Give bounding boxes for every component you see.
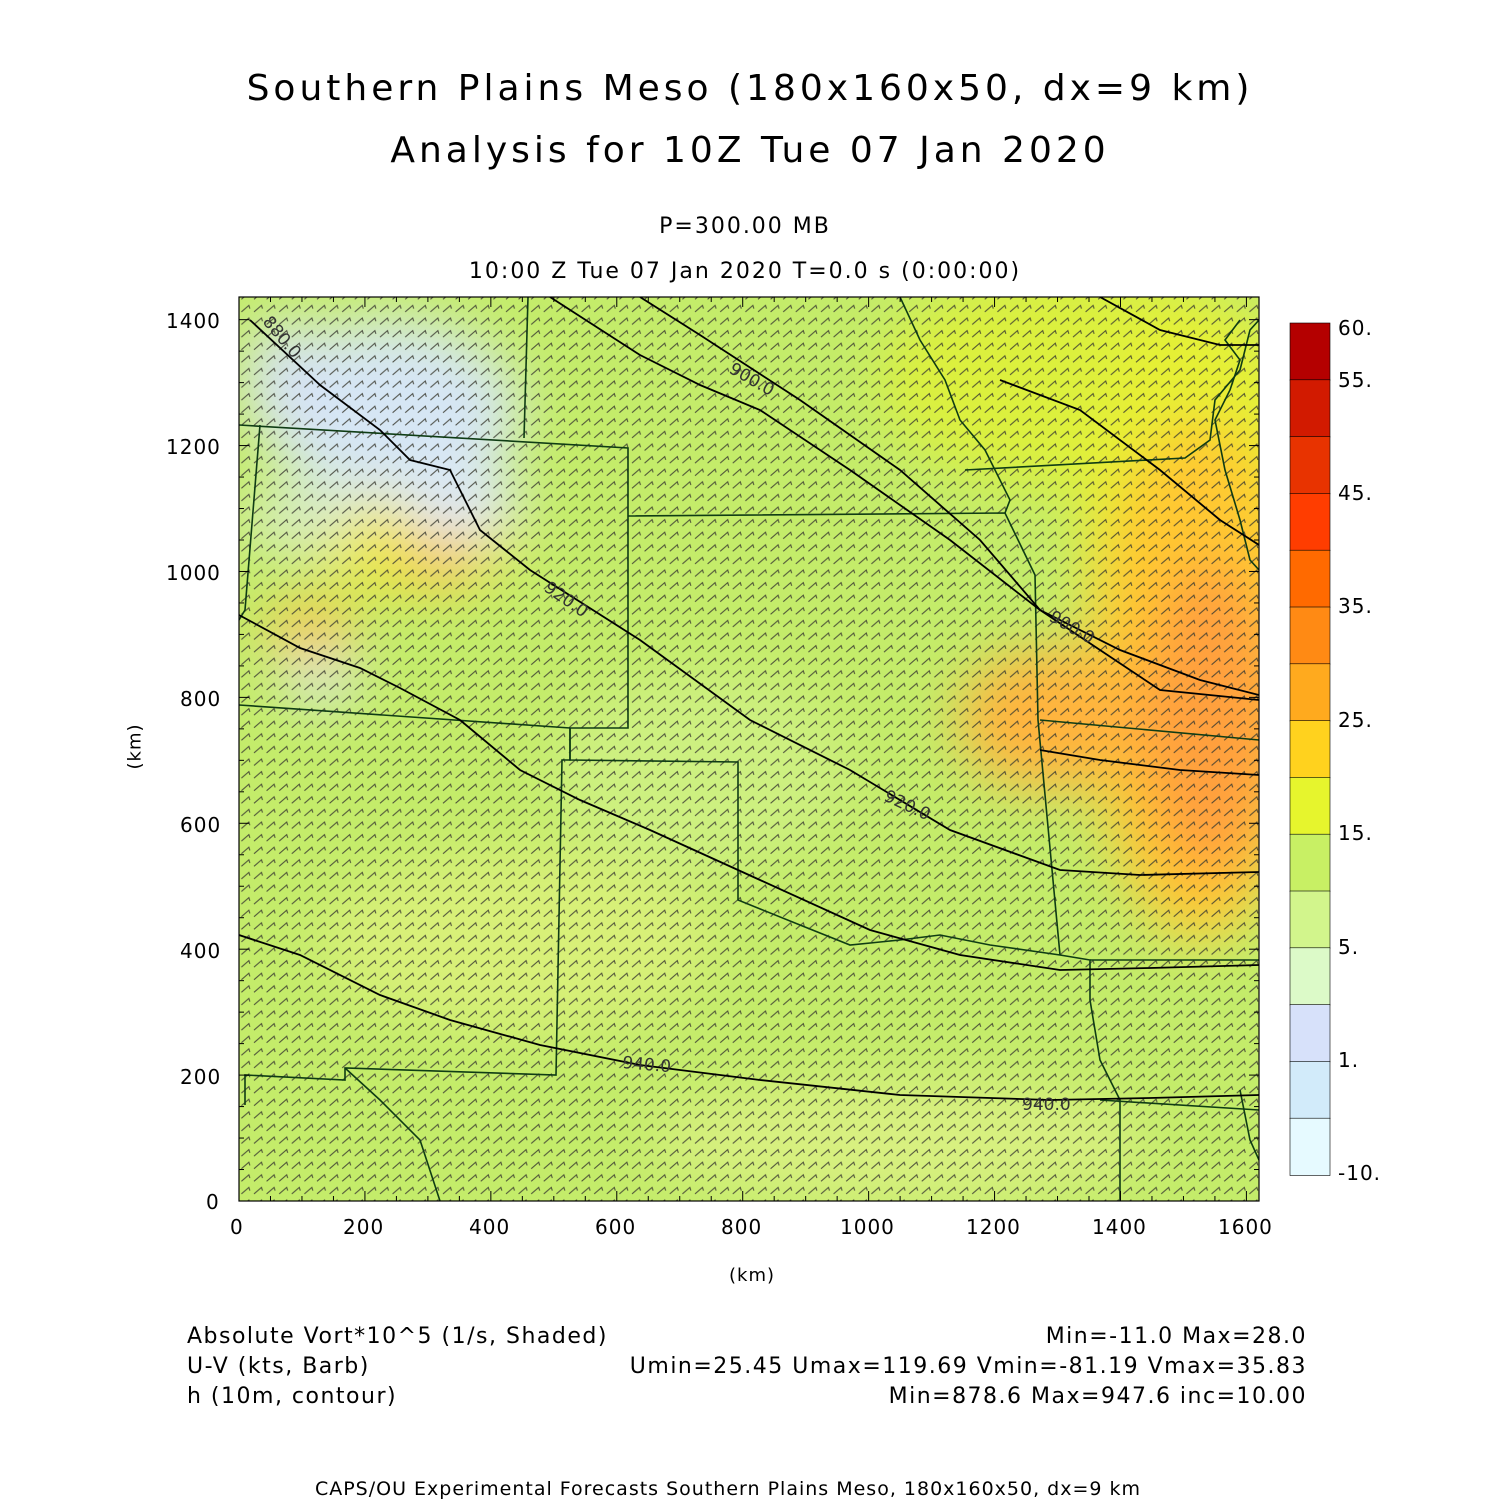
x-tick-label: 600 bbox=[595, 1215, 637, 1239]
x-tick-label: 1200 bbox=[966, 1215, 1021, 1239]
vorticity-shading: 880.0 900.0 920.0 900.0 920.0 940.0 940.… bbox=[239, 297, 1259, 1201]
colorbar-segment bbox=[1289, 1004, 1331, 1063]
x-tick-label: 1600 bbox=[1218, 1215, 1273, 1239]
legend-field3: h (10m, contour) bbox=[187, 1384, 398, 1409]
pressure-level: P=300.00 MB bbox=[659, 214, 831, 239]
colorbar-segment bbox=[1289, 1117, 1331, 1176]
x-axis-label: (km) bbox=[729, 1265, 776, 1286]
legend-field2-stats: Umin=25.45 Umax=119.69 Vmin=-81.19 Vmax=… bbox=[629, 1354, 1307, 1379]
valid-time: 10:00 Z Tue 07 Jan 2020 T=0.0 s (0:00:00… bbox=[468, 259, 1022, 284]
y-tick-label: 200 bbox=[180, 1065, 222, 1089]
y-axis-label: (km) bbox=[124, 723, 146, 770]
colorbar-segment bbox=[1289, 322, 1331, 381]
contour-label: 940.0 bbox=[1022, 1095, 1071, 1115]
legend-field1: Absolute Vort*10^5 (1/s, Shaded) bbox=[187, 1324, 608, 1349]
title-line2: Analysis for 10Z Tue 07 Jan 2020 bbox=[390, 130, 1110, 171]
x-tick-label: 1400 bbox=[1092, 1215, 1147, 1239]
colorbar-label: -10. bbox=[1338, 1161, 1382, 1185]
colorbar-label: 60. bbox=[1338, 316, 1373, 340]
y-tick-label: 800 bbox=[180, 687, 222, 711]
colorbar-label: 1. bbox=[1338, 1048, 1360, 1072]
colorbar-segment bbox=[1289, 606, 1331, 665]
title-line1: Southern Plains Meso (180x160x50, dx=9 k… bbox=[246, 68, 1254, 109]
colorbar-segment bbox=[1289, 833, 1331, 892]
y-tick-label: 0 bbox=[206, 1190, 220, 1214]
y-tick-label: 600 bbox=[180, 813, 222, 837]
y-tick-label: 1400 bbox=[166, 309, 221, 333]
colorbar-segment bbox=[1289, 379, 1331, 438]
contour-label: 940.0 bbox=[622, 1053, 672, 1077]
colorbar-label: 25. bbox=[1338, 708, 1373, 732]
x-tick-label: 1000 bbox=[840, 1215, 895, 1239]
y-tick-label: 1200 bbox=[166, 435, 221, 459]
colorbar-segment bbox=[1289, 777, 1331, 836]
footer-credit: CAPS/OU Experimental Forecasts Southern … bbox=[314, 1478, 1142, 1500]
y-tick-label: 1000 bbox=[166, 561, 221, 585]
colorbar-segment bbox=[1289, 493, 1331, 551]
x-tick-label: 0 bbox=[230, 1215, 244, 1239]
colorbar-segment bbox=[1289, 1061, 1331, 1120]
colorbar-segment bbox=[1289, 890, 1331, 949]
colorbar-segment bbox=[1289, 663, 1331, 722]
colorbar-label: 45. bbox=[1338, 481, 1373, 505]
colorbar-segment bbox=[1289, 947, 1331, 1006]
colorbar bbox=[1289, 322, 1331, 1176]
y-tick-label: 400 bbox=[180, 939, 222, 963]
x-tick-label: 200 bbox=[343, 1215, 385, 1239]
x-tick-label: 800 bbox=[721, 1215, 763, 1239]
colorbar-segment bbox=[1289, 436, 1331, 495]
axis-ticks bbox=[238, 297, 1259, 1202]
legend-field2: U-V (kts, Barb) bbox=[187, 1354, 370, 1379]
plot-frame bbox=[238, 296, 1260, 1202]
legend-field3-stats: Min=878.6 Max=947.6 inc=10.00 bbox=[888, 1384, 1307, 1409]
x-tick-label: 400 bbox=[469, 1215, 511, 1239]
colorbar-label: 55. bbox=[1338, 368, 1373, 392]
colorbar-segment bbox=[1289, 549, 1331, 608]
state-boundaries bbox=[239, 297, 1259, 1201]
height-contours bbox=[239, 297, 1259, 1101]
colorbar-label: 5. bbox=[1338, 935, 1360, 959]
colorbar-label: 15. bbox=[1338, 821, 1373, 845]
colorbar-segment bbox=[1289, 720, 1331, 779]
colorbar-label: 35. bbox=[1338, 594, 1373, 618]
legend-field1-stats: Min=-11.0 Max=28.0 bbox=[1045, 1324, 1307, 1349]
